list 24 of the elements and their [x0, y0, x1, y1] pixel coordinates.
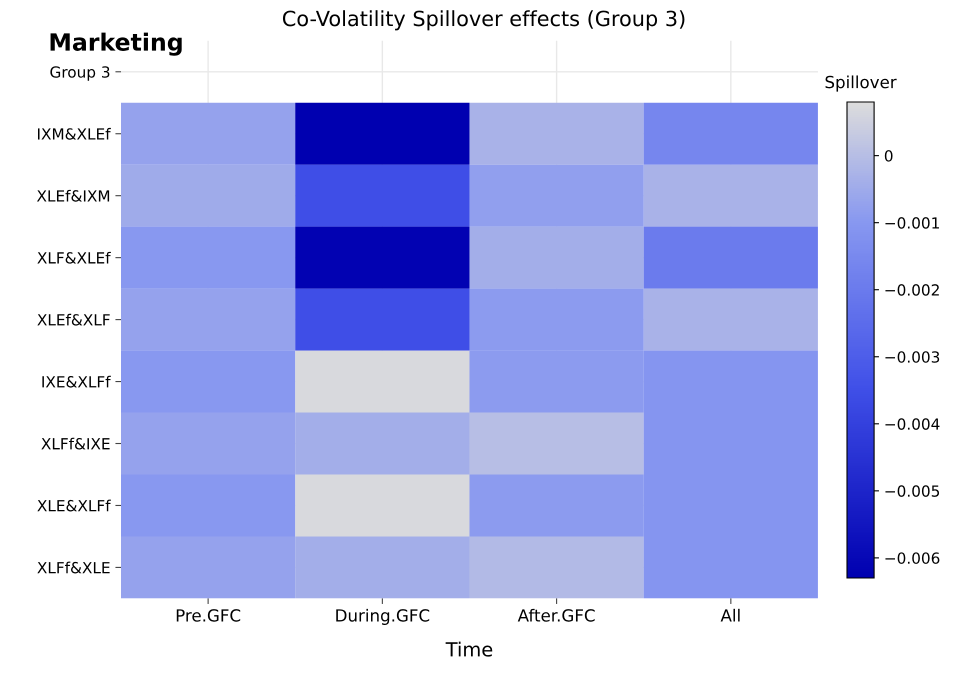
y-tick-label: XLF&XLEf: [37, 252, 111, 264]
color-bar-label: −0.001: [885, 217, 939, 229]
y-tick-label: XLEf&XLF: [37, 314, 110, 326]
color-bar-label: −0.004: [885, 418, 940, 430]
x-tick-label: During.GFC: [336, 608, 430, 625]
y-tick-label: IXE&XLFf: [42, 376, 111, 388]
y-tick-label: XLFf&XLE: [37, 562, 110, 574]
color-bar-label: −0.003: [885, 351, 940, 363]
annotation: Marketing: [50, 32, 182, 56]
x-tick-label: After.GFC: [518, 608, 595, 622]
y-tick-label: XLFf&IXE: [41, 438, 110, 450]
color-bar-label: −0.002: [885, 284, 939, 296]
color-bar-label: −0.006: [885, 552, 940, 564]
color-bar-label: −0.005: [885, 485, 940, 497]
y-tick-label: IXM&XLEf: [38, 128, 111, 140]
color-bar-title: Spillover: [826, 75, 897, 92]
y-tick-label: XLE&XLFf: [37, 500, 111, 512]
chart-title: Co-Volatility Spillover effects (Group 3): [282, 10, 684, 30]
y-tick-label: XLEf&IXM: [36, 190, 110, 202]
x-axis-title: Time: [446, 642, 492, 657]
x-tick-label: All: [720, 608, 740, 622]
color-bar-label: 0: [884, 150, 893, 162]
x-tick-label: Pre.GFC: [176, 609, 240, 622]
y-tick-label: Group 3: [50, 66, 110, 81]
